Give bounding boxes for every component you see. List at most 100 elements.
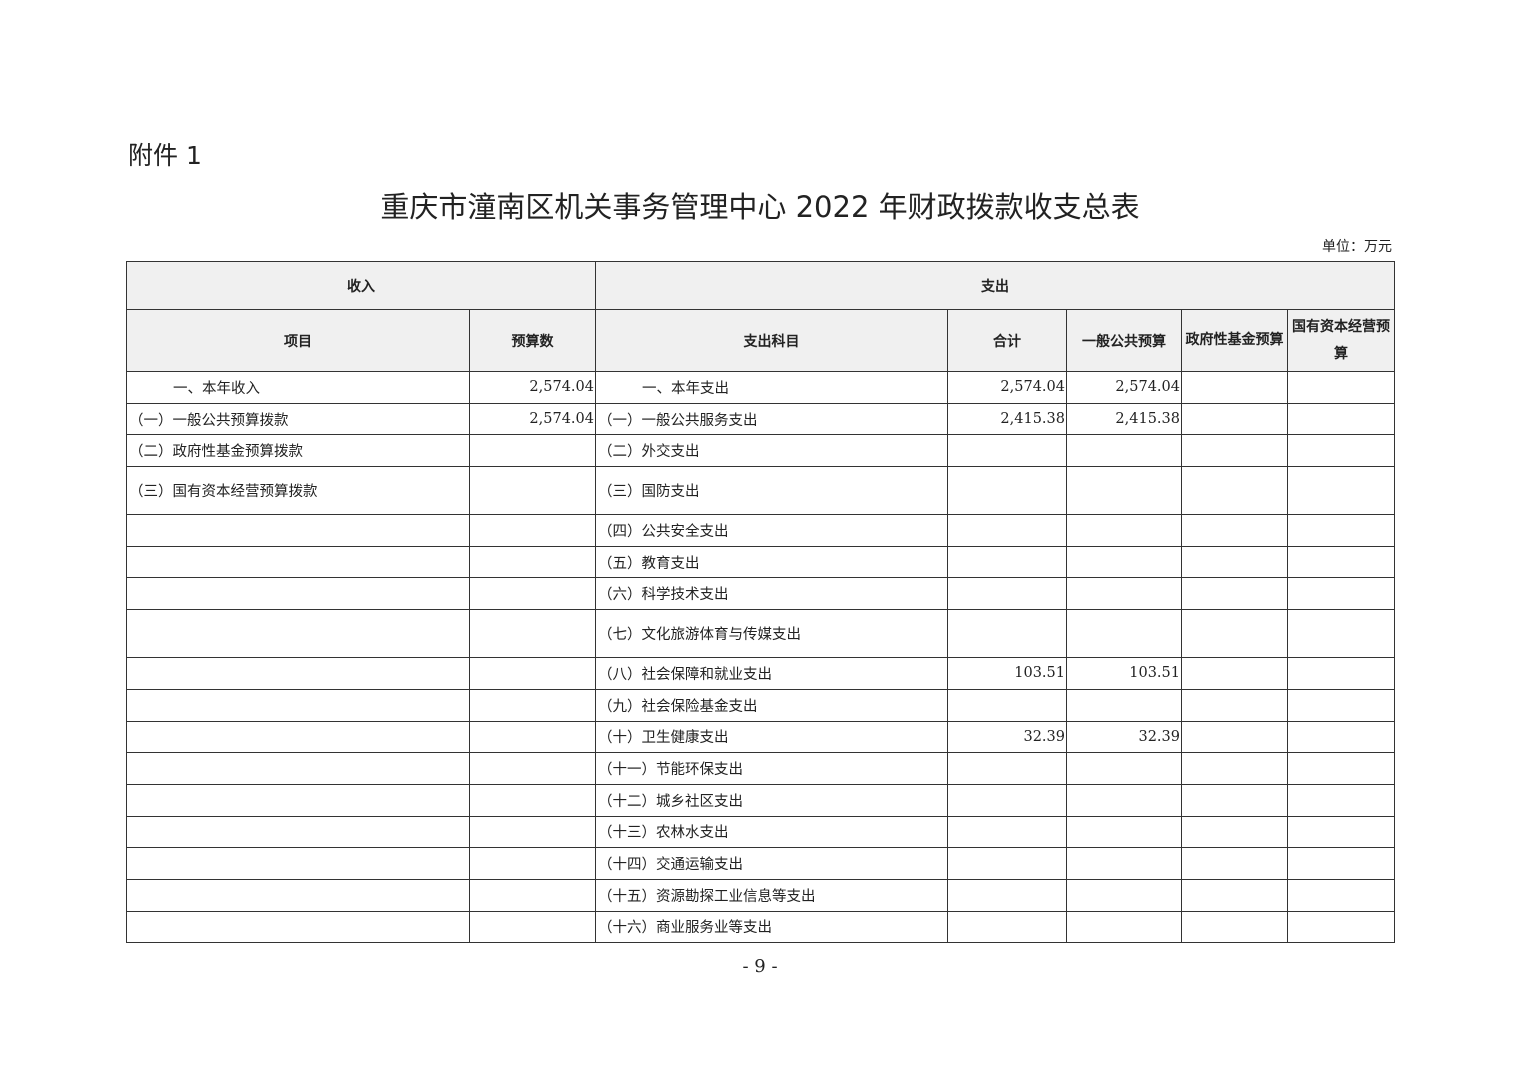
item-cell: （一）一般公共预算拨款	[126, 402, 470, 436]
fund-budget-cell	[1181, 688, 1288, 722]
fund-budget-cell	[1181, 434, 1288, 468]
table-row: （二）政府性基金预算拨款 （二）外交支出	[126, 434, 1396, 468]
state-budget-cell	[1286, 545, 1396, 579]
state-budget-cell	[1286, 434, 1396, 468]
table-row: （十六）商业服务业等支出	[126, 910, 1396, 944]
subject-cell: （十二）城乡社区支出	[595, 783, 948, 817]
fund-budget-cell	[1181, 783, 1288, 817]
item-cell	[126, 815, 470, 849]
total-cell: 2,415.38	[947, 402, 1067, 436]
state-budget-cell	[1286, 577, 1396, 611]
income-header: 收入	[126, 261, 596, 310]
table-row: （三）国有资本经营预算拨款 （三）国防支出	[126, 466, 1396, 516]
total-cell	[947, 783, 1067, 817]
subject-cell: （十）卫生健康支出	[595, 720, 948, 754]
budget-cell: 2,574.04	[469, 402, 596, 436]
fund-budget-cell	[1181, 910, 1288, 944]
subject-cell: （四）公共安全支出	[595, 514, 948, 547]
table-row: （七）文化旅游体育与传媒支出	[126, 609, 1396, 659]
total-cell	[947, 577, 1067, 611]
item-cell	[126, 514, 470, 547]
fund-budget-cell	[1181, 466, 1288, 516]
state-budget-cell	[1286, 720, 1396, 754]
fund-budget-cell	[1181, 847, 1288, 880]
state-budget-cell	[1286, 688, 1396, 722]
fund-budget-cell	[1181, 609, 1288, 659]
subject-cell: （三）国防支出	[595, 466, 948, 516]
col-header-fund: 政府性基金预算	[1181, 309, 1288, 372]
col-header-item: 项目	[126, 309, 470, 372]
item-cell: 一、本年收入	[126, 371, 470, 404]
total-cell: 2,574.04	[947, 371, 1067, 404]
fund-budget-cell	[1181, 815, 1288, 849]
table-row: 一、本年收入 2,574.04 一、本年支出 2,574.04 2,574.04	[126, 371, 1396, 404]
general-budget-cell	[1066, 752, 1182, 785]
subject-cell: （九）社会保险基金支出	[595, 688, 948, 722]
col-header-subject: 支出科目	[595, 309, 948, 372]
state-budget-cell	[1286, 847, 1396, 880]
col-header-budget: 预算数	[469, 309, 596, 372]
total-cell	[947, 910, 1067, 944]
budget-cell	[469, 609, 596, 659]
table-row: （六）科学技术支出	[126, 577, 1396, 611]
state-budget-cell	[1286, 878, 1396, 912]
table-row: （十）卫生健康支出 32.39 32.39	[126, 720, 1396, 754]
item-cell	[126, 545, 470, 579]
table-row: （五）教育支出	[126, 545, 1396, 579]
subject-cell: （十六）商业服务业等支出	[595, 910, 948, 944]
general-budget-cell: 2,574.04	[1066, 371, 1182, 404]
table-row: （四）公共安全支出	[126, 514, 1396, 547]
budget-cell	[469, 752, 596, 785]
general-budget-cell	[1066, 847, 1182, 880]
unit-label: 单位：万元	[1322, 239, 1392, 255]
budget-cell	[469, 657, 596, 690]
table-row: （八）社会保障和就业支出 103.51 103.51	[126, 657, 1396, 690]
state-budget-cell	[1286, 466, 1396, 516]
page-title: 重庆市潼南区机关事务管理中心 2022 年财政拨款收支总表	[380, 190, 1140, 224]
general-budget-cell	[1066, 609, 1182, 659]
item-cell	[126, 910, 470, 944]
item-cell	[126, 783, 470, 817]
budget-cell	[469, 466, 596, 516]
item-cell	[126, 847, 470, 880]
subject-cell: （一）一般公共服务支出	[595, 402, 948, 436]
subject-cell: （八）社会保障和就业支出	[595, 657, 948, 690]
table-row: （十四）交通运输支出	[126, 847, 1396, 880]
fund-budget-cell	[1181, 545, 1288, 579]
item-cell	[126, 609, 470, 659]
fund-budget-cell	[1181, 752, 1288, 785]
subject-cell: （七）文化旅游体育与传媒支出	[595, 609, 948, 659]
table-row: （十三）农林水支出	[126, 815, 1396, 849]
state-budget-cell	[1286, 910, 1396, 944]
subject-cell: （十五）资源勘探工业信息等支出	[595, 878, 948, 912]
fund-budget-cell	[1181, 720, 1288, 754]
budget-cell	[469, 720, 596, 754]
subject-cell: （五）教育支出	[595, 545, 948, 579]
table-row: （十二）城乡社区支出	[126, 783, 1396, 817]
subject-cell: （六）科学技术支出	[595, 577, 948, 611]
attachment-label: 附件 1	[128, 141, 202, 170]
budget-cell	[469, 514, 596, 547]
general-budget-cell	[1066, 878, 1182, 912]
state-budget-cell	[1286, 514, 1396, 547]
budget-cell	[469, 545, 596, 579]
total-cell	[947, 847, 1067, 880]
item-cell	[126, 720, 470, 754]
col-header-general: 一般公共预算	[1066, 309, 1182, 372]
general-budget-cell	[1066, 466, 1182, 516]
table-row: （十一）节能环保支出	[126, 752, 1396, 785]
total-cell	[947, 752, 1067, 785]
table-row: （一）一般公共预算拨款 2,574.04 （一）一般公共服务支出 2,415.38 2,…	[126, 402, 1396, 436]
state-budget-cell	[1286, 609, 1396, 659]
subject-cell: （十四）交通运输支出	[595, 847, 948, 880]
total-cell: 32.39	[947, 720, 1067, 754]
item-cell: （三）国有资本经营预算拨款	[126, 466, 470, 516]
general-budget-cell	[1066, 577, 1182, 611]
budget-cell: 2,574.04	[469, 371, 596, 404]
fund-budget-cell	[1181, 514, 1288, 547]
general-budget-cell	[1066, 783, 1182, 817]
general-budget-cell: 32.39	[1066, 720, 1182, 754]
table-row: （十五）资源勘探工业信息等支出	[126, 878, 1396, 912]
state-budget-cell	[1286, 752, 1396, 785]
total-cell	[947, 545, 1067, 579]
